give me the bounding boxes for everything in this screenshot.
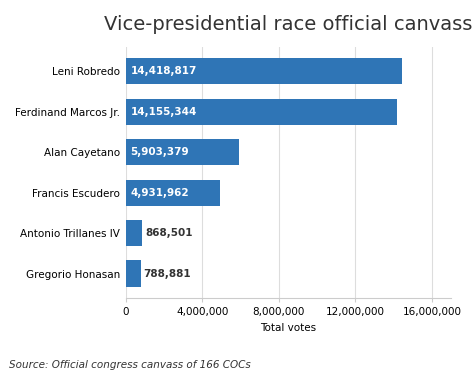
- Bar: [126, 99, 397, 125]
- Text: 868,501: 868,501: [145, 228, 192, 238]
- Bar: [126, 58, 401, 85]
- Bar: [126, 220, 142, 246]
- X-axis label: Total votes: Total votes: [260, 323, 316, 333]
- Bar: [126, 180, 220, 206]
- Bar: [126, 261, 141, 287]
- Title: Vice-presidential race official canvass: Vice-presidential race official canvass: [104, 15, 473, 34]
- Text: 14,418,817: 14,418,817: [130, 66, 197, 76]
- Text: 4,931,962: 4,931,962: [130, 188, 189, 198]
- Bar: [126, 139, 238, 165]
- Text: 14,155,344: 14,155,344: [130, 107, 197, 117]
- Text: Source: Official congress canvass of 166 COCs: Source: Official congress canvass of 166…: [9, 360, 251, 370]
- Text: 5,903,379: 5,903,379: [130, 147, 189, 157]
- Text: 788,881: 788,881: [144, 269, 191, 279]
